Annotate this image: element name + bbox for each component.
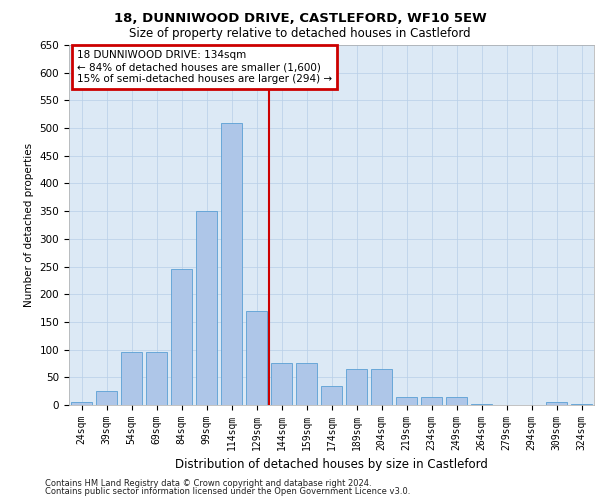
Bar: [121, 352, 142, 405]
Bar: [471, 404, 492, 405]
Bar: [96, 391, 117, 405]
Bar: [321, 386, 342, 405]
Bar: [71, 402, 92, 405]
Bar: [421, 396, 442, 405]
Bar: [171, 270, 192, 405]
Bar: [571, 404, 592, 405]
Bar: [446, 396, 467, 405]
Bar: [146, 352, 167, 405]
Text: 18 DUNNIWOOD DRIVE: 134sqm
← 84% of detached houses are smaller (1,600)
15% of s: 18 DUNNIWOOD DRIVE: 134sqm ← 84% of deta…: [77, 50, 332, 84]
Bar: [346, 369, 367, 405]
Bar: [196, 211, 217, 405]
Bar: [371, 369, 392, 405]
Text: 18, DUNNIWOOD DRIVE, CASTLEFORD, WF10 5EW: 18, DUNNIWOOD DRIVE, CASTLEFORD, WF10 5E…: [113, 12, 487, 26]
X-axis label: Distribution of detached houses by size in Castleford: Distribution of detached houses by size …: [175, 458, 488, 471]
Text: Contains public sector information licensed under the Open Government Licence v3: Contains public sector information licen…: [45, 487, 410, 496]
Bar: [246, 311, 267, 405]
Bar: [396, 396, 417, 405]
Bar: [296, 364, 317, 405]
Bar: [546, 402, 567, 405]
Text: Size of property relative to detached houses in Castleford: Size of property relative to detached ho…: [129, 28, 471, 40]
Bar: [221, 122, 242, 405]
Y-axis label: Number of detached properties: Number of detached properties: [24, 143, 34, 307]
Bar: [271, 364, 292, 405]
Text: Contains HM Land Registry data © Crown copyright and database right 2024.: Contains HM Land Registry data © Crown c…: [45, 478, 371, 488]
